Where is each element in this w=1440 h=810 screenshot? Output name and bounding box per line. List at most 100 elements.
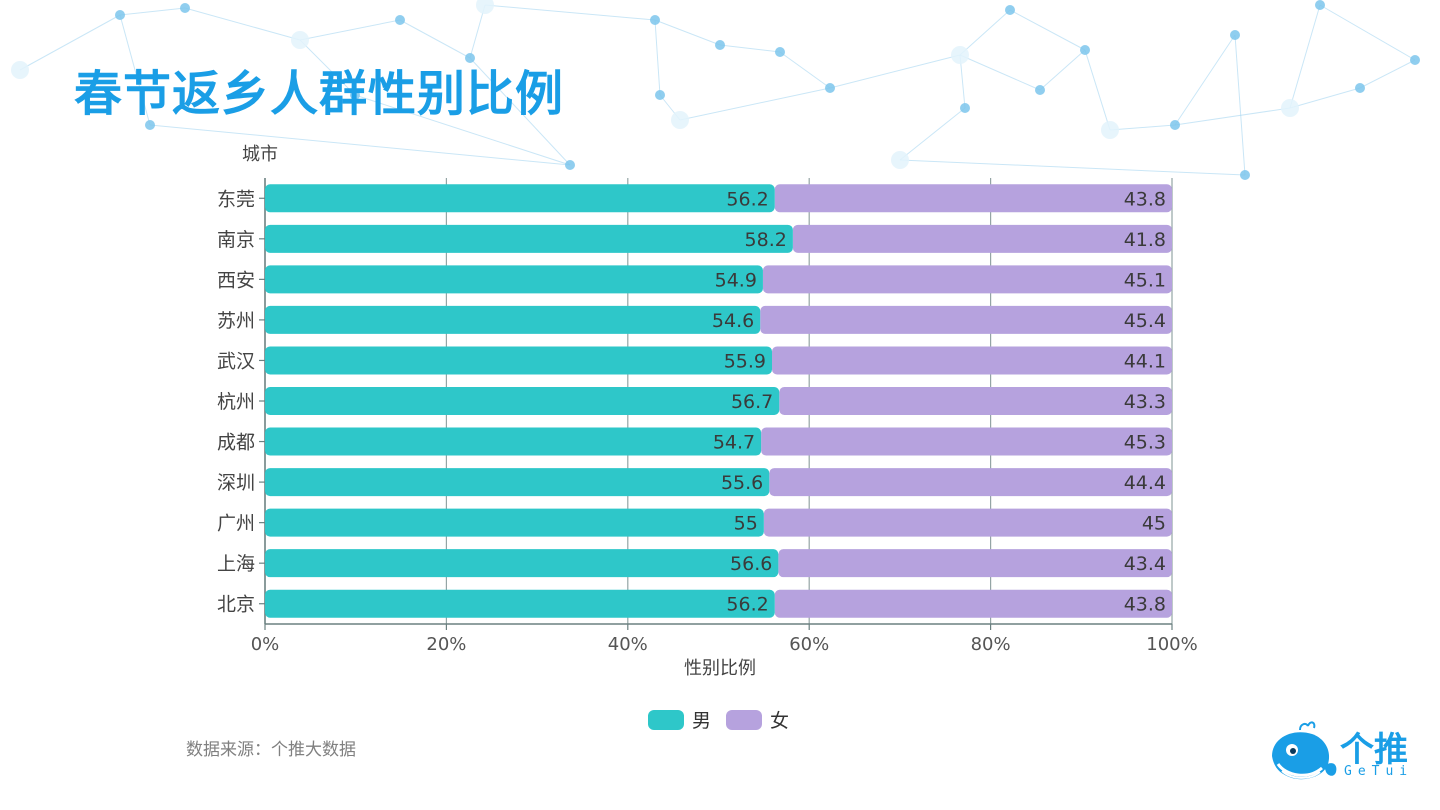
data-label: 55.9 [724, 350, 766, 372]
bar-female [778, 549, 1172, 578]
network-line [899, 107, 966, 161]
background-network-pattern [11, 0, 1420, 180]
data-label: 55.6 [721, 472, 763, 494]
network-node [1005, 5, 1015, 15]
y-tick-label: 武汉 [217, 350, 255, 372]
network-line [899, 159, 1246, 176]
bar-male [265, 549, 779, 578]
bar-male [265, 224, 793, 253]
network-line [1174, 34, 1236, 126]
bar-male [265, 468, 770, 497]
page-title: 春节返乡人群性别比例 [74, 66, 565, 122]
network-node [115, 10, 125, 20]
bar-male [265, 305, 761, 334]
data-label: 43.3 [1124, 391, 1166, 413]
network-line [469, 4, 486, 59]
bar-female [772, 346, 1172, 375]
network-node [476, 0, 494, 14]
y-tick-label: 上海 [217, 553, 255, 575]
network-line [1289, 4, 1321, 109]
x-tick-label: 20% [426, 634, 466, 655]
network-node [825, 83, 835, 93]
network-node [1101, 121, 1119, 139]
network-node [1035, 85, 1045, 95]
network-node [1355, 83, 1365, 93]
network-line [719, 44, 781, 53]
y-tick-label: 西安 [217, 269, 255, 291]
bar-female [762, 265, 1172, 294]
bar-male [265, 427, 762, 456]
network-node [565, 160, 575, 170]
network-node [350, 90, 360, 100]
bar-female [769, 468, 1172, 497]
network-line [1234, 34, 1246, 176]
network-node [1240, 170, 1250, 180]
network-node [1281, 99, 1299, 117]
network-line [1359, 59, 1416, 89]
x-tick-label: 80% [971, 634, 1011, 655]
bar-female [792, 224, 1172, 253]
x-tick-label: 40% [608, 634, 648, 655]
network-node [465, 53, 475, 63]
network-line [149, 124, 571, 166]
x-axis-title: 性别比例 [684, 658, 756, 679]
network-node [1170, 120, 1180, 130]
bar-male [265, 387, 780, 415]
network-line [959, 54, 1041, 91]
network-line [1289, 87, 1361, 109]
data-label: 45.4 [1124, 310, 1166, 332]
y-tick-label: 成都 [217, 432, 255, 454]
logo-subtext: GeTui [1344, 764, 1414, 779]
network-node [960, 103, 970, 113]
data-label: 45.3 [1124, 432, 1166, 454]
x-tick-label: 100% [1146, 634, 1197, 655]
network-line [1174, 107, 1291, 126]
network-line [484, 4, 656, 21]
data-label: 58.2 [745, 229, 787, 251]
y-tick-label: 广州 [217, 513, 255, 535]
y-tick-label: 东莞 [217, 188, 255, 210]
y-tick-label: 杭州 [217, 391, 255, 413]
bar-male [265, 589, 775, 618]
y-tick-label: 苏州 [217, 310, 255, 332]
legend-label: 男 [692, 710, 711, 732]
network-line [1039, 49, 1086, 91]
network-node [1315, 0, 1325, 10]
y-tick-label: 南京 [217, 229, 255, 251]
bar-female [779, 387, 1172, 415]
data-label: 45.1 [1124, 269, 1166, 291]
data-label: 44.1 [1124, 350, 1166, 372]
network-line [354, 94, 571, 166]
network-line [469, 57, 571, 166]
network-node [180, 3, 190, 13]
data-label: 55 [734, 513, 758, 535]
network-node [395, 15, 405, 25]
getui-whale-logo-icon [1272, 721, 1337, 780]
legend-label: 女 [770, 710, 789, 732]
bar-male [265, 184, 775, 213]
bar-male [265, 265, 763, 294]
network-line [19, 14, 121, 71]
network-line [779, 51, 831, 89]
network-line [1084, 49, 1111, 131]
network-line [1009, 9, 1086, 51]
bar-female [763, 508, 1172, 537]
y-tick-label: 深圳 [217, 472, 255, 494]
bar-female [774, 589, 1172, 618]
network-line [119, 14, 151, 126]
legend-swatch [648, 710, 684, 730]
network-node [1410, 55, 1420, 65]
network-node [1080, 45, 1090, 55]
y-axis-title: 城市 [242, 144, 278, 165]
network-line [1109, 124, 1176, 131]
network-node [650, 15, 660, 25]
network-node [11, 61, 29, 79]
data-label: 56.7 [731, 391, 773, 413]
bar-female [760, 305, 1172, 334]
network-line [679, 87, 831, 121]
network-line [119, 7, 186, 16]
data-label: 54.6 [712, 310, 754, 332]
network-line [184, 7, 301, 41]
network-node [891, 151, 909, 169]
data-label: 54.9 [715, 269, 757, 291]
